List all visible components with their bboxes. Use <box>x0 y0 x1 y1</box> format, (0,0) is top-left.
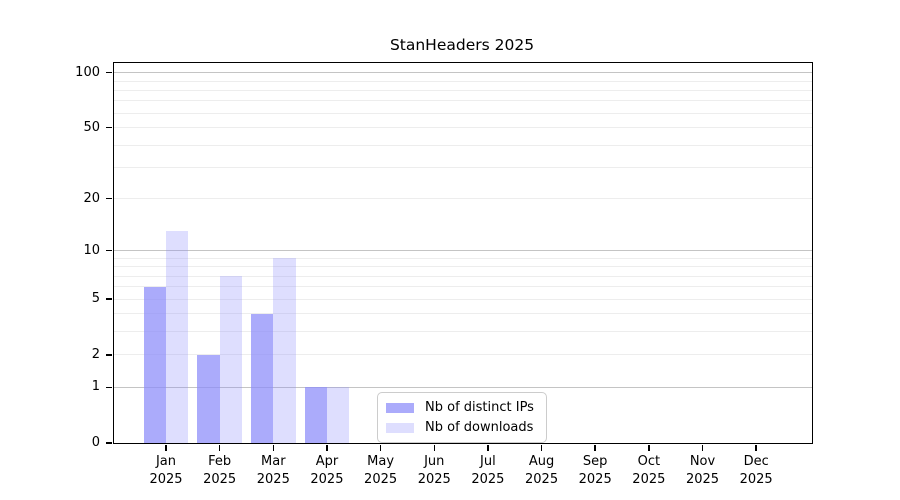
bar-ips-jan <box>143 286 166 443</box>
x-tick-label-sep: Sep 2025 <box>578 454 612 487</box>
y-tick-label-1: 1 <box>91 379 100 395</box>
chart-title: StanHeaders 2025 <box>389 36 535 54</box>
bars-layer <box>114 63 812 443</box>
bar-downloads-feb <box>219 276 242 443</box>
y-tick-20 <box>106 197 112 200</box>
gridline-minor-40 <box>114 144 812 146</box>
y-tick-1 <box>106 386 112 389</box>
gridline-minor-20 <box>114 198 812 200</box>
gridline-minor-70 <box>114 100 812 102</box>
legend-label-downloads: Nb of downloads <box>425 420 534 435</box>
gridline-minor-6 <box>114 286 812 288</box>
legend-item-distinct-ips: Nb of distinct IPs <box>386 399 534 416</box>
gridline-minor-60 <box>114 112 812 114</box>
gridline-minor-4 <box>114 313 812 315</box>
bar-ips-apr <box>304 387 327 443</box>
x-tick-label-feb: Feb 2025 <box>203 454 237 487</box>
legend-swatch-distinct-ips <box>386 402 414 413</box>
x-tick-label-dec: Dec 2025 <box>739 454 773 487</box>
x-tick-label-mar: Mar 2025 <box>256 454 290 487</box>
x-tick-sep <box>594 444 596 451</box>
gridline-minor-50 <box>114 127 812 129</box>
legend: Nb of distinct IPs Nb of downloads <box>377 392 547 443</box>
bar-ips-mar <box>251 313 274 443</box>
x-tick-may <box>379 444 382 451</box>
bar-downloads-jan <box>166 231 189 443</box>
x-tick-dec <box>755 444 757 451</box>
x-tick-label-nov: Nov 2025 <box>685 454 720 487</box>
gridline-major-1 <box>114 386 812 388</box>
x-tick-mar <box>272 444 275 451</box>
x-tick-apr <box>326 444 328 451</box>
bar-downloads-apr <box>326 387 350 443</box>
y-tick-label-2: 2 <box>91 346 100 362</box>
y-tick-10 <box>106 249 112 252</box>
x-tick-label-aug: Aug 2025 <box>525 454 559 487</box>
y-tick-label-50: 50 <box>83 119 100 135</box>
y-tick-label-0: 0 <box>91 435 100 450</box>
x-tick-label-jun: Jun 2025 <box>417 454 451 487</box>
x-tick-label-oct: Oct 2025 <box>632 454 666 487</box>
y-tick-5 <box>106 298 112 300</box>
bar-downloads-mar <box>273 258 296 443</box>
x-tick-feb <box>218 444 221 451</box>
y-tick-label-5: 5 <box>91 291 100 307</box>
y-tick-2 <box>106 354 112 356</box>
gridline-minor-30 <box>114 166 812 168</box>
x-tick-label-jan: Jan 2025 <box>149 454 183 487</box>
gridline-major-10 <box>114 250 812 252</box>
y-tick-label-20: 20 <box>83 190 100 206</box>
y-tick-0 <box>106 442 112 444</box>
y-tick-50 <box>106 126 112 129</box>
x-tick-jul <box>487 444 489 451</box>
gridline-minor-5 <box>114 298 812 300</box>
gridline-minor-80 <box>114 89 812 91</box>
x-tick-label-jul: Jul 2025 <box>471 454 505 487</box>
x-tick-nov <box>701 444 704 451</box>
x-tick-oct <box>648 444 650 451</box>
grid-layer <box>114 63 812 443</box>
legend-swatch-downloads <box>386 422 414 433</box>
legend-item-downloads: Nb of downloads <box>386 419 534 436</box>
y-tick-label-100: 100 <box>75 64 100 80</box>
x-tick-label-apr: Apr 2025 <box>310 454 344 487</box>
y-tick-100 <box>106 71 112 74</box>
x-tick-jan <box>165 444 167 451</box>
gridline-minor-2 <box>114 354 812 356</box>
gridline-minor-9 <box>114 257 812 259</box>
x-tick-jun <box>433 444 435 451</box>
plot-area: 0 1 2 5 10 20 50 100 Jan 2025 Feb 2025 Mar 2025 Apr… <box>75 62 813 487</box>
y-tick-label-10: 10 <box>83 242 100 258</box>
gridline-minor-7 <box>114 275 812 277</box>
gridline-minor-8 <box>114 266 812 268</box>
legend-label-distinct-ips: Nb of distinct IPs <box>425 400 534 415</box>
gridline-minor-90 <box>114 80 812 82</box>
axis-layer: 0 1 2 5 10 20 50 100 Jan 2025 Feb 2025 Mar 2025 Apr… <box>75 63 812 487</box>
gridline-minor-3 <box>114 331 812 333</box>
x-tick-label-may: May 2025 <box>364 454 398 487</box>
gridline-major-100 <box>114 72 812 74</box>
x-tick-aug <box>540 444 543 451</box>
bar-ips-feb <box>197 354 220 443</box>
